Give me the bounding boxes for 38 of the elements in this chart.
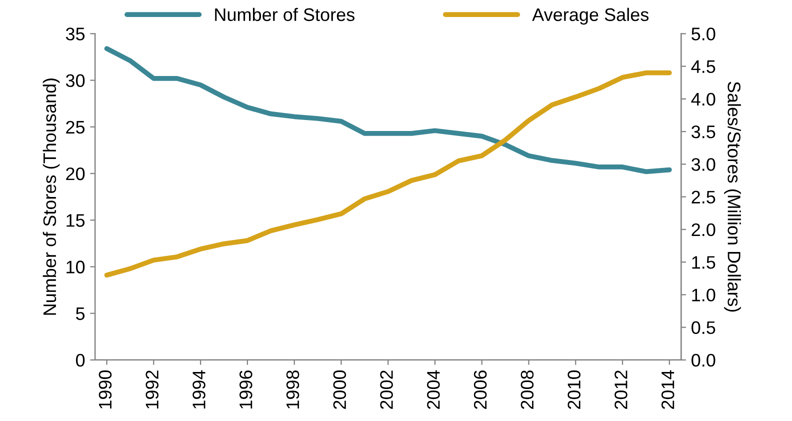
y2-axis-title: Sales/Stores (Million Dollars) [724, 82, 741, 312]
y-tick-label: 25 [66, 120, 85, 134]
x-tick-label: 1990 [98, 370, 112, 408]
x-tick-label: 2014 [661, 370, 674, 409]
y2-tick-label: 2.0 [692, 223, 716, 236]
y2-tick-label: 5.0 [692, 28, 716, 40]
y2-tick-label: 0.0 [692, 354, 716, 367]
y-tick-label: 35 [66, 28, 85, 40]
y2-tick-label: 0.5 [692, 321, 716, 334]
x-tick-label: 2002 [380, 370, 393, 409]
y-tick-label: 20 [66, 167, 85, 180]
x-tick-label: 1994 [192, 370, 206, 408]
legend-label: Number of Stores [215, 8, 354, 22]
x-tick-label: 2006 [474, 370, 487, 409]
y2-tick-label: 3.5 [692, 125, 716, 138]
y-tick-label: 15 [66, 214, 85, 227]
y2-tick-label: 4.0 [691, 92, 716, 106]
y2-tick-label: 3.0 [692, 158, 716, 171]
line-series [104, 46, 672, 174]
x-tick-label: 1992 [146, 370, 158, 408]
y-tick-label: 10 [66, 260, 85, 274]
y2-tick-label: 2.5 [692, 190, 716, 204]
y-tick-label: 5 [76, 307, 85, 320]
line-series [104, 70, 672, 278]
x-tick-label: 1998 [286, 370, 300, 408]
x-tick-label: 1996 [239, 370, 252, 408]
legend-label: Average Sales [532, 8, 649, 25]
x-tick-label: 2008 [520, 370, 534, 409]
x-tick-label: 2000 [333, 370, 346, 409]
x-tick-label: 2010 [568, 370, 580, 409]
y-tick-label: 30 [66, 74, 85, 88]
y2-tick-label: 1.5 [692, 256, 716, 269]
y2-tick-label: 1.0 [692, 288, 716, 302]
y-axis-title: Number of Stores (Thousand) [42, 78, 60, 315]
x-tick-label: 2012 [614, 370, 628, 409]
y-tick-label: 0 [76, 354, 85, 367]
y2-tick-label: 4.5 [691, 60, 716, 74]
x-tick-label: 2004 [427, 370, 440, 409]
